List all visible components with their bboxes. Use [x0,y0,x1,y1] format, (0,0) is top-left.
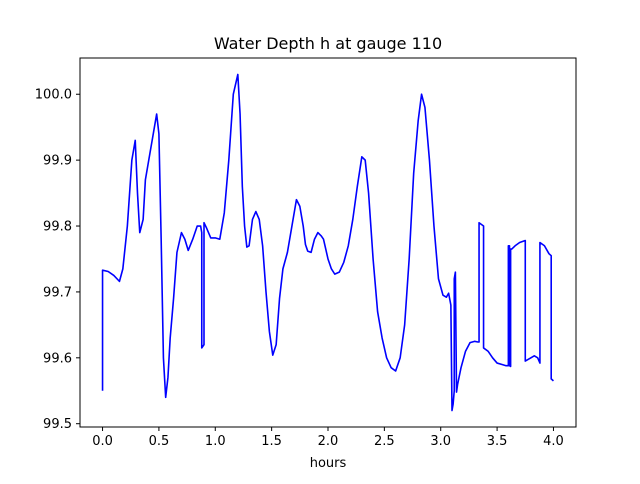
y-tick-label: 99.6 [43,351,72,366]
x-axis-label: hours [310,456,347,471]
y-tick-label: 99.5 [43,417,72,432]
x-tick-label: 0.5 [149,434,170,449]
chart-title: Water Depth h at gauge 110 [214,34,442,53]
x-tick-label: 1.0 [205,434,226,449]
x-tick-label: 2.0 [318,434,339,449]
x-tick-label: 1.5 [261,434,282,449]
x-tick-label: 2.5 [374,434,395,449]
y-tick-label: 99.8 [43,220,72,235]
x-tick-label: 4.0 [543,434,564,449]
x-tick-label: 0.0 [92,434,113,449]
series-line-0 [101,73,554,412]
y-tick-label: 100.0 [35,88,72,103]
y-tick-label: 99.7 [43,285,72,300]
x-tick-label: 3.0 [430,434,451,449]
axes-layer: 0.0 0.5 1.0 1.5 2.0 2.5 3.0 3.5 4.0 99.5 99.6 99.7 9… [35,57,577,449]
plot-layer [101,73,554,412]
x-tick-label: 3.5 [487,434,508,449]
y-tick-label: 99.9 [43,154,72,169]
